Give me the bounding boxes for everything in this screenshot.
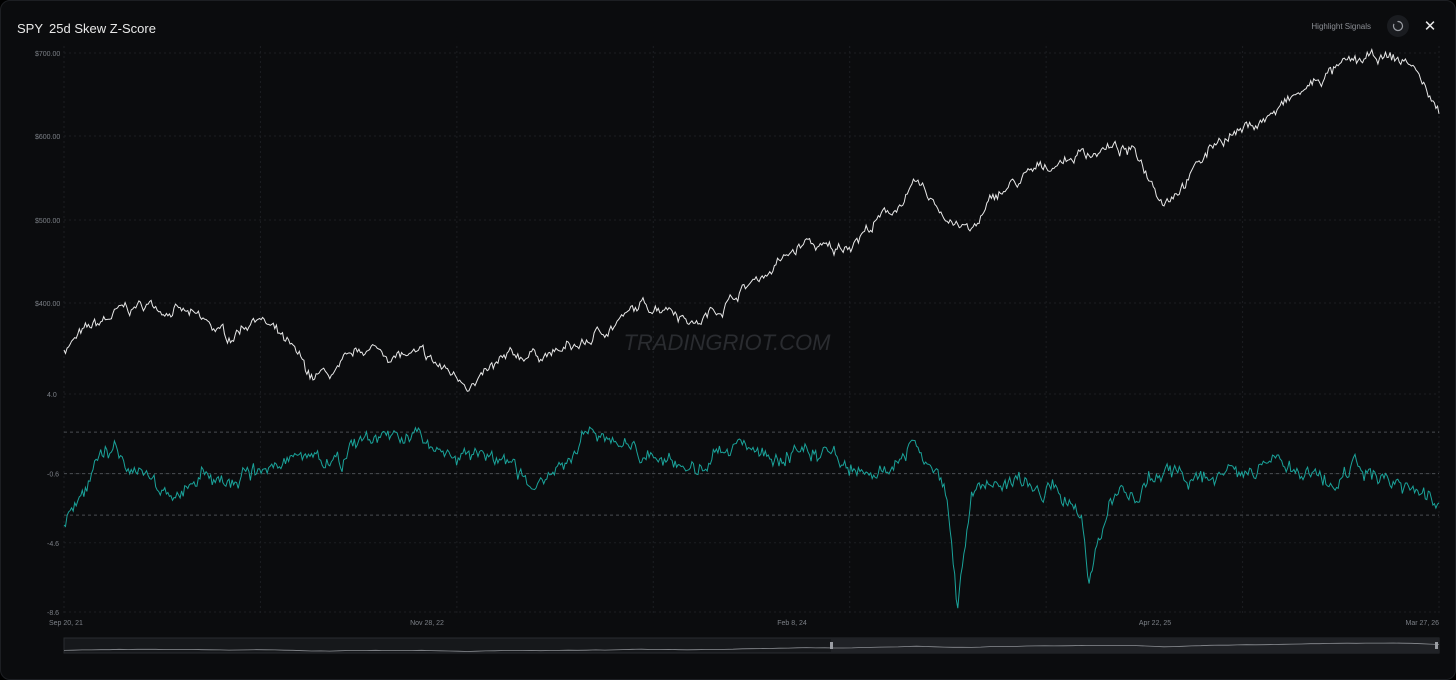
navigator-handle[interactable] <box>830 642 833 649</box>
zscore-tick-label: 4.0 <box>47 392 57 399</box>
x-axis-tick-label: Mar 27, 26 <box>1406 620 1440 627</box>
close-button[interactable]: ✕ <box>1419 15 1441 37</box>
zscore-tick-label: -0.6 <box>47 472 59 479</box>
x-axis-tick-label: Nov 28, 22 <box>410 620 444 627</box>
zscore-tick-label: -8.6 <box>47 610 59 617</box>
price-tick-label: $400.00 <box>35 301 60 308</box>
refresh-icon <box>1392 20 1404 32</box>
navigator-handle[interactable] <box>1435 642 1438 649</box>
watermark: TRADINGRIOT.COM <box>624 330 832 355</box>
ticker-label: SPY <box>17 20 44 36</box>
zscore-tick-label: -4.6 <box>47 541 59 548</box>
x-axis-tick-label: Apr 22, 25 <box>1139 620 1171 627</box>
x-axis-tick-label: Feb 8, 24 <box>777 620 807 627</box>
chart-title: 25d Skew Z-Score <box>49 20 156 36</box>
highlight-signals-button[interactable]: Highlight Signals <box>1311 21 1371 31</box>
refresh-button[interactable] <box>1387 15 1409 37</box>
price-series-line <box>63 47 1440 392</box>
price-tick-label: $700.00 <box>35 51 60 58</box>
price-tick-label: $500.00 <box>35 218 60 225</box>
x-axis-tick-label: Sep 20, 21 <box>49 620 83 627</box>
chart-controls: Highlight Signals ✕ <box>1305 15 1441 37</box>
price-tick-label: $600.00 <box>35 134 60 141</box>
chart-header: SPY 25d Skew Z-Score <box>17 19 156 37</box>
close-icon: ✕ <box>1423 18 1437 35</box>
zscore-series-line <box>63 426 1440 609</box>
navigator-series-line <box>63 642 1440 652</box>
